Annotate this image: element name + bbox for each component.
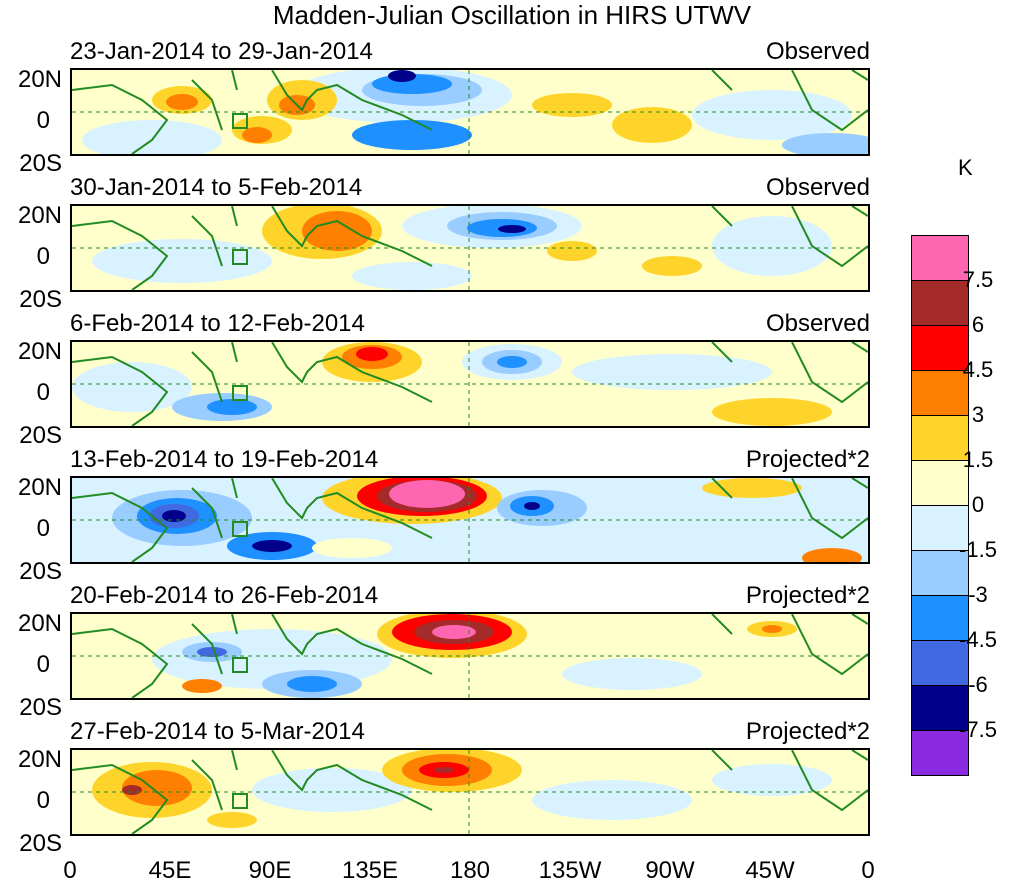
lat-label-20s: 20S (19, 830, 62, 857)
lat-label-equator: 0 (36, 243, 50, 270)
lon-label: 0 (63, 857, 77, 884)
lat-label-20s: 20S (19, 422, 62, 449)
colorbar-tick-label: 1.5 (962, 447, 994, 472)
colorbar-swatch (911, 550, 969, 595)
colorbar-tick-label: -3 (968, 582, 988, 607)
colorbar-swatch (911, 370, 969, 415)
lat-label-equator: 0 (36, 379, 50, 406)
panel-date-range: 13-Feb-2014 to 19-Feb-2014 (70, 446, 379, 473)
lon-label: 180 (449, 857, 491, 884)
colorbar-unit: K (958, 155, 973, 180)
anomaly-map (70, 204, 870, 292)
map-panel-6: 27-Feb-2014 to 5-Mar-2014 Projected*2 20… (0, 718, 900, 857)
panel-date-range: 30-Jan-2014 to 5-Feb-2014 (70, 174, 363, 201)
colorbar-tick-label: -1.5 (959, 537, 997, 562)
colorbar-swatch (911, 235, 969, 280)
lon-label: 90E (248, 857, 292, 884)
anomaly-map (70, 612, 870, 700)
panel-date-range: 23-Jan-2014 to 29-Jan-2014 (70, 38, 373, 65)
panel-kind-label: Projected*2 (745, 582, 870, 609)
lat-label-20n: 20N (17, 338, 62, 365)
colorbar-tick-label: 6 (971, 312, 985, 337)
lat-label-20s: 20S (19, 694, 62, 721)
panel-date-range: 27-Feb-2014 to 5-Mar-2014 (70, 718, 365, 745)
lat-label-20n: 20N (17, 746, 62, 773)
colorbar-swatch (911, 280, 969, 325)
lat-label-20n: 20N (17, 610, 62, 637)
lon-label: 0 (861, 857, 875, 884)
lat-label-20s: 20S (19, 558, 62, 585)
lat-label-equator: 0 (36, 515, 50, 542)
lat-label-equator: 0 (36, 787, 50, 814)
panel-date-range: 20-Feb-2014 to 26-Feb-2014 (70, 582, 379, 609)
lon-label: 45E (148, 857, 192, 884)
anomaly-map (70, 748, 870, 836)
lat-label-equator: 0 (36, 651, 50, 678)
colorbar-tick-label: -4.5 (959, 627, 997, 652)
panel-kind-label: Observed (765, 310, 870, 337)
colorbar-swatch (911, 730, 969, 776)
colorbar-tick-label: -6 (968, 672, 988, 697)
lat-label-20s: 20S (19, 150, 62, 177)
anomaly-map (70, 68, 870, 156)
lat-label-20s: 20S (19, 286, 62, 313)
colorbar-swatch (911, 685, 969, 730)
map-panel-3: 6-Feb-2014 to 12-Feb-2014 Observed 20N 0… (0, 310, 900, 449)
lat-label-20n: 20N (17, 474, 62, 501)
lon-label: 135W (538, 857, 602, 884)
colorbar-tick-label: 7.5 (962, 267, 994, 292)
panel-kind-label: Projected*2 (745, 446, 870, 473)
lon-label: 45W (745, 857, 795, 884)
anomaly-map (70, 476, 870, 564)
colorbar-swatch (911, 640, 969, 685)
map-panel-4: 13-Feb-2014 to 19-Feb-2014 Projected*2 2… (0, 446, 900, 585)
colorbar-swatch (911, 460, 969, 505)
map-panel-2: 30-Jan-2014 to 5-Feb-2014 Observed 20N 0… (0, 174, 900, 313)
panel-date-range: 6-Feb-2014 to 12-Feb-2014 (70, 310, 365, 337)
lon-label: 90W (645, 857, 695, 884)
colorbar-tick-label: -7.5 (959, 717, 997, 742)
map-panel-1: 23-Jan-2014 to 29-Jan-2014 Observed 20N … (0, 38, 900, 177)
colorbar-swatch (911, 505, 969, 550)
anomaly-map (70, 340, 870, 428)
lat-label-20n: 20N (17, 202, 62, 229)
colorbar-swatch (911, 325, 969, 370)
colorbar-tick-label: 3 (971, 402, 985, 427)
lat-label-equator: 0 (36, 107, 50, 134)
lat-label-20n: 20N (17, 66, 62, 93)
colorbar-tick-label: 4.5 (962, 357, 994, 382)
colorbar-swatch (911, 415, 969, 460)
map-panel-5: 20-Feb-2014 to 26-Feb-2014 Projected*2 2… (0, 582, 900, 721)
figure-title: Madden-Julian Oscillation in HIRS UTWV (272, 0, 752, 30)
panel-kind-label: Observed (765, 38, 870, 65)
colorbar-tick-label: 0 (971, 492, 985, 517)
longitude-axis: 0 45E 90E 135E 180 135W 90W 45W 0 (0, 858, 900, 887)
panel-kind-label: Observed (765, 174, 870, 201)
colorbar-swatch (911, 595, 969, 640)
panel-kind-label: Projected*2 (745, 718, 870, 745)
colorbar (911, 235, 969, 776)
lon-label: 135E (341, 857, 399, 884)
